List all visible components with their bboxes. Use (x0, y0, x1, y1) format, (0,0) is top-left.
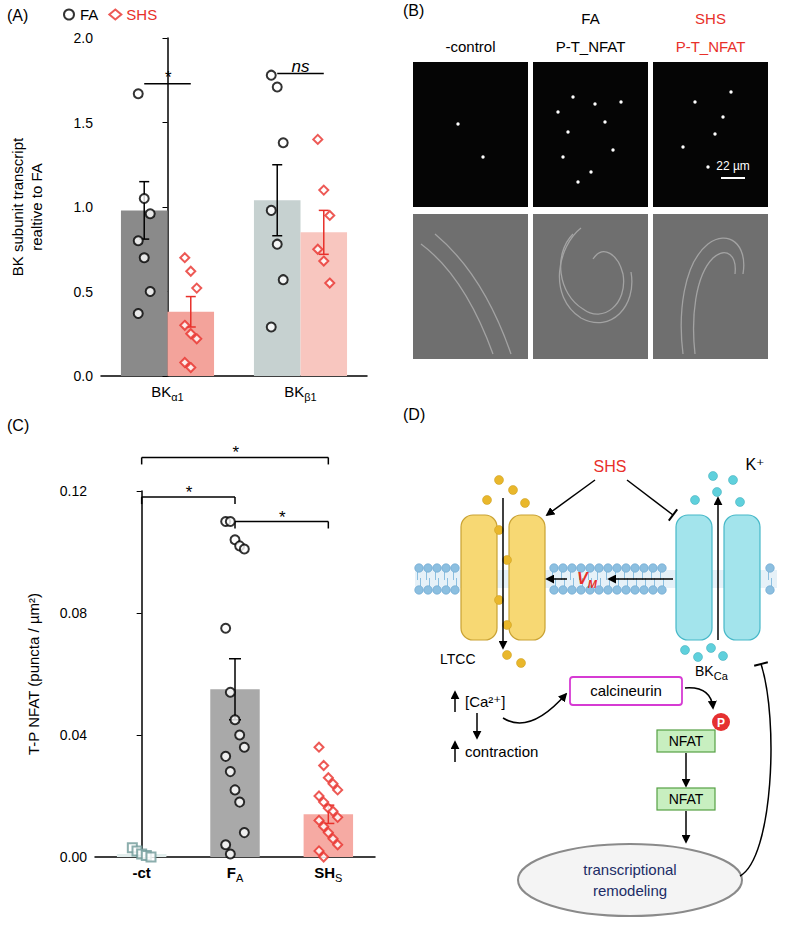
svg-text:SHS: SHS (695, 10, 726, 27)
svg-text:0.12: 0.12 (60, 483, 87, 499)
svg-text:(D): (D) (403, 406, 425, 423)
svg-text:FA: FA (80, 6, 98, 23)
svg-text:β1: β1 (304, 391, 316, 403)
svg-text:K⁺: K⁺ (745, 456, 764, 473)
svg-text:0.04: 0.04 (60, 727, 87, 743)
svg-text:(B): (B) (403, 2, 424, 19)
svg-text:BK: BK (284, 383, 304, 400)
svg-text:1.5: 1.5 (74, 115, 94, 131)
svg-text:*: * (185, 483, 193, 502)
svg-text:BKCa: BKCa (695, 663, 729, 682)
svg-text:P: P (717, 716, 725, 730)
svg-text:LTCC: LTCC (440, 651, 476, 667)
svg-text:NFAT: NFAT (669, 791, 704, 807)
svg-text:T-P NFAT (puncta / µm²): T-P NFAT (puncta / µm²) (25, 593, 42, 755)
svg-text:22 µm: 22 µm (716, 159, 750, 173)
svg-text:(C): (C) (7, 417, 29, 434)
svg-text:VM: VM (577, 570, 598, 590)
svg-text:*: * (278, 508, 286, 527)
svg-text:2.0: 2.0 (74, 30, 94, 46)
svg-text:SHS: SHS (594, 458, 627, 475)
svg-text:0.0: 0.0 (74, 368, 94, 384)
svg-text:ns: ns (292, 57, 310, 76)
svg-text:contraction: contraction (465, 743, 538, 760)
svg-text:P-T_NFAT: P-T_NFAT (676, 38, 746, 55)
svg-text:*: * (232, 443, 240, 462)
svg-text:A: A (236, 872, 244, 884)
svg-text:[Ca²⁺]: [Ca²⁺] (465, 693, 505, 710)
svg-text:α1: α1 (171, 391, 183, 403)
svg-text:calcineurin: calcineurin (590, 682, 662, 699)
svg-text:1.0: 1.0 (74, 199, 94, 215)
svg-text:realtive to FA: realtive to FA (28, 163, 45, 251)
svg-text:BK subunit transcript: BK subunit transcript (9, 137, 26, 276)
svg-text:SH: SH (314, 864, 335, 881)
svg-text:0.00: 0.00 (60, 849, 87, 865)
svg-text:FA: FA (581, 10, 599, 27)
svg-text:BK: BK (151, 383, 171, 400)
svg-text:F: F (227, 864, 236, 881)
svg-text:0.08: 0.08 (60, 605, 87, 621)
svg-text:-control: -control (445, 38, 495, 55)
svg-text:transcriptional: transcriptional (583, 861, 676, 878)
svg-text:-ct: -ct (132, 864, 150, 881)
svg-text:(A): (A) (7, 7, 28, 24)
svg-text:NFAT: NFAT (669, 733, 704, 749)
svg-text:0.5: 0.5 (74, 284, 94, 300)
svg-text:remodeling: remodeling (593, 882, 667, 899)
svg-text:S: S (335, 872, 342, 884)
svg-text:P-T_NFAT: P-T_NFAT (556, 38, 626, 55)
svg-text:SHS: SHS (126, 6, 157, 23)
